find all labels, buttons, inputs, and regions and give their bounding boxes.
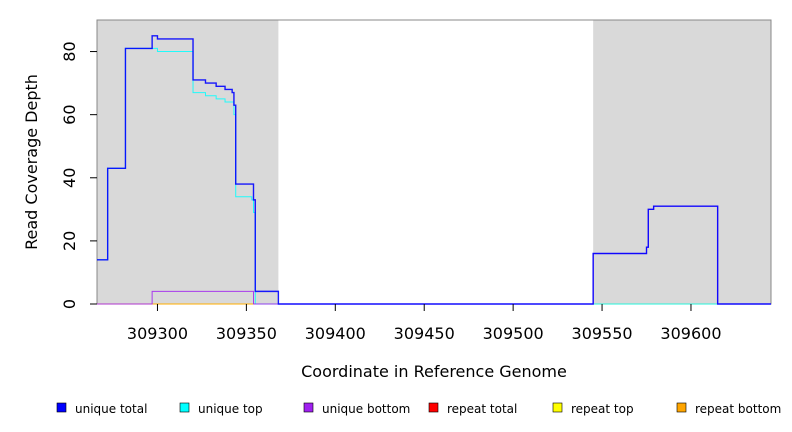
legend-label-unique-bottom: unique bottom [322, 402, 410, 416]
legend-label-repeat-bottom: repeat bottom [695, 402, 781, 416]
x-axis: 309300 309350 309400 309450 309500 309550 3096… [127, 304, 722, 343]
x-tick-label: 309300 [127, 324, 188, 343]
legend-swatch-repeat-total [428, 402, 439, 413]
series-lines [97, 35, 771, 305]
legend-label-repeat-total: repeat total [447, 402, 517, 416]
x-tick-label: 309400 [305, 324, 366, 343]
y-tick-label: 20 [60, 231, 79, 251]
x-tick-label: 309350 [216, 324, 277, 343]
legend-swatch-repeat-bottom [676, 402, 687, 413]
legend: unique total unique top unique bottom repea… [56, 402, 781, 416]
x-axis-title: Coordinate in Reference Genome [301, 362, 567, 381]
legend-label-unique-total: unique total [75, 402, 147, 416]
series-line-unique-total [97, 35, 771, 305]
shaded-region-2 [593, 20, 771, 304]
y-tick-label: 60 [60, 104, 79, 124]
x-tick-label: 309600 [660, 324, 721, 343]
y-axis: 0 20 40 60 80 [60, 41, 97, 309]
legend-swatch-unique-total [56, 402, 67, 413]
shaded-region-1 [97, 20, 279, 304]
legend-swatch-unique-top [179, 402, 190, 413]
y-tick-label: 40 [60, 168, 79, 188]
y-axis-title: Read Coverage Depth [22, 74, 41, 250]
y-tick-label: 0 [60, 299, 79, 309]
x-tick-label: 309550 [572, 324, 633, 343]
x-tick-label: 309500 [483, 324, 544, 343]
legend-swatch-repeat-top [552, 402, 563, 413]
legend-label-unique-top: unique top [198, 402, 263, 416]
legend-swatch-unique-bottom [303, 402, 314, 413]
shaded-regions [97, 20, 771, 304]
legend-label-repeat-top: repeat top [571, 402, 634, 416]
x-tick-label: 309450 [394, 324, 455, 343]
y-tick-label: 80 [60, 41, 79, 61]
